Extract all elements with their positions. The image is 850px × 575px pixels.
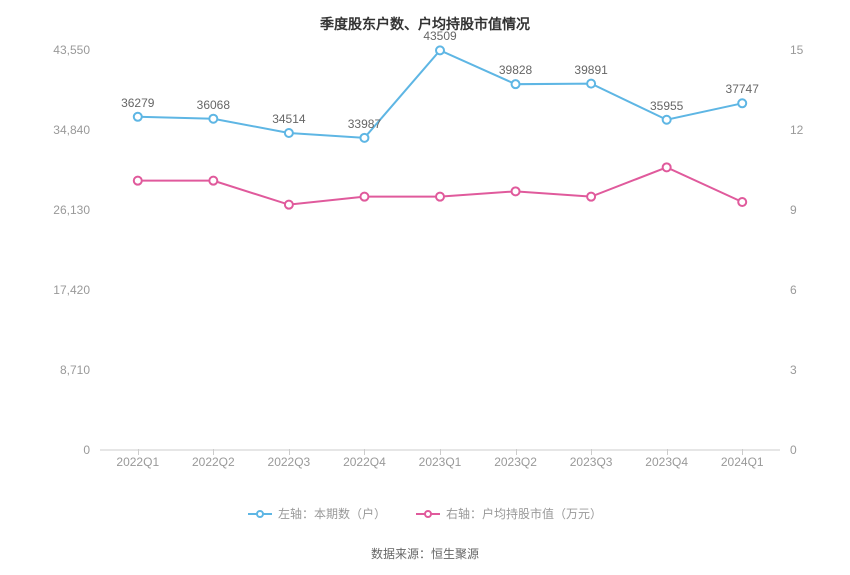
series-marker-left_series [512,80,520,88]
data-label: 36279 [121,96,154,110]
series-line-left_series [138,50,742,137]
series-marker-right_series [134,177,142,185]
x-tick-label: 2022Q4 [343,455,386,469]
series-marker-left_series [738,99,746,107]
series-marker-right_series [512,187,520,195]
data-source: 数据来源：恒生聚源 [0,545,850,562]
x-tick-label: 2022Q3 [268,455,311,469]
series-marker-right_series [663,163,671,171]
series-marker-left_series [285,129,293,137]
plot-area: 3627936068345143398743509398283989135955… [100,50,780,450]
y-right-tick-label: 6 [790,283,797,297]
series-marker-left_series [360,134,368,142]
legend-label: 右轴：户均持股市值（万元） [446,505,602,522]
legend-marker-icon [416,508,440,520]
y-left-tick-label: 43,550 [53,43,90,57]
x-tick-label: 2024Q1 [721,455,764,469]
x-tick-label: 2023Q4 [645,455,688,469]
y-right-tick-label: 15 [790,43,803,57]
series-marker-left_series [134,113,142,121]
data-label: 34514 [272,112,305,126]
legend: 左轴：本期数（户） 右轴：户均持股市值（万元） [0,505,850,523]
series-marker-right_series [587,193,595,201]
y-right-tick-label: 3 [790,363,797,377]
y-axis-right: 03691215 [785,50,845,450]
legend-item[interactable]: 左轴：本期数（户） [248,505,386,522]
x-tick-label: 2023Q1 [419,455,462,469]
x-axis: 2022Q1 2022Q2 2022Q3 2022Q4 2023Q1 2023Q2 2023… [100,455,780,485]
x-tick-label: 2023Q3 [570,455,613,469]
data-label: 39828 [499,63,532,77]
series-marker-right_series [360,193,368,201]
x-tick-label: 2022Q2 [192,455,235,469]
y-right-tick-label: 12 [790,123,803,137]
legend-marker-icon [248,508,272,520]
y-left-tick-label: 26,130 [53,203,90,217]
legend-item[interactable]: 右轴：户均持股市值（万元） [416,505,602,522]
y-right-tick-label: 9 [790,203,797,217]
y-left-tick-label: 34,840 [53,123,90,137]
y-right-tick-label: 0 [790,443,797,457]
series-marker-right_series [209,177,217,185]
data-label: 35955 [650,99,683,113]
y-axis-left: 08,71017,42026,13034,84043,550 [0,50,95,450]
series-marker-left_series [436,46,444,54]
x-tick-label: 2022Q1 [116,455,159,469]
legend-label: 左轴：本期数（户） [278,505,386,522]
data-label: 37747 [726,82,759,96]
data-label: 36068 [197,98,230,112]
series-marker-left_series [663,116,671,124]
y-left-tick-label: 8,710 [60,363,90,377]
series-marker-left_series [587,80,595,88]
series-marker-right_series [285,201,293,209]
y-left-tick-label: 0 [83,443,90,457]
data-label: 43509 [423,30,456,44]
series-marker-left_series [209,115,217,123]
data-label: 39891 [574,63,607,77]
series-marker-right_series [738,198,746,206]
y-left-tick-label: 17,420 [53,283,90,297]
x-tick-label: 2023Q2 [494,455,537,469]
chart-container: 季度股东户数、户均持股市值情况 08,71017,42026,13034,840… [0,0,850,575]
series-marker-right_series [436,193,444,201]
data-label: 33987 [348,117,381,131]
